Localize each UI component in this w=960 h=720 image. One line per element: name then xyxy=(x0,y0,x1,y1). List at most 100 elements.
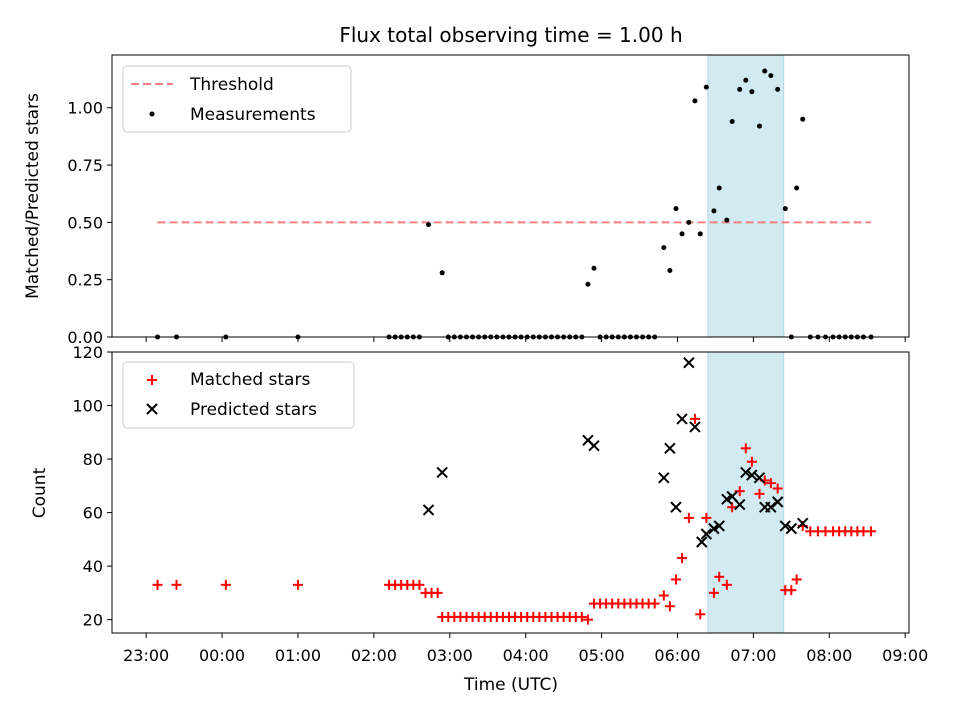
x-tick-label: 04:00 xyxy=(503,646,549,665)
measurement-point xyxy=(703,84,709,90)
matched-star-point xyxy=(740,443,751,454)
measurement-point xyxy=(724,217,730,223)
measurement-point xyxy=(711,208,717,214)
matched-star-point xyxy=(649,598,660,609)
measurement-point xyxy=(749,89,755,95)
matched-star-point xyxy=(171,579,182,590)
bottom-y-tick-label: 100 xyxy=(72,397,103,416)
measurement-point xyxy=(743,77,749,83)
measurement-point xyxy=(667,268,673,274)
bottom-shaded-span xyxy=(707,351,785,634)
bottom-y-axis: 20 40 60 80 100 120 xyxy=(72,343,112,630)
x-tick-label: 09:00 xyxy=(882,646,928,665)
bottom-y-tick-label: 80 xyxy=(83,450,103,469)
bottom-axes-frame xyxy=(111,351,910,634)
matched-star-point xyxy=(582,614,593,625)
x-tick-label: 00:00 xyxy=(199,646,245,665)
measurement-point xyxy=(426,222,432,228)
top-panel: 0.00 0.25 0.50 0.75 1.00 Matched/Predicted s… xyxy=(23,54,910,347)
x-tick-label: 08:00 xyxy=(806,646,852,665)
predicted-legend-label: Predicted stars xyxy=(190,400,317,420)
predicted-star-point xyxy=(588,439,600,452)
measurement-point xyxy=(439,270,445,276)
measurement-point xyxy=(775,86,781,92)
predicted-star-point xyxy=(696,536,708,548)
measurement-point xyxy=(794,185,800,191)
top-legend: Threshold Measurements xyxy=(122,65,352,133)
matched-star-point xyxy=(664,601,675,612)
bottom-panel: 20 40 60 80 100 120 23:00 00:00 01:00 02:00 03:00… xyxy=(30,343,928,695)
predicted-star-point xyxy=(779,520,791,532)
matched-star-point xyxy=(695,609,706,620)
predicted-star-point xyxy=(785,522,798,535)
matched-star-point xyxy=(677,553,688,564)
measurement-point xyxy=(585,281,591,287)
top-y-tick-label: 0.50 xyxy=(67,213,103,232)
measurements-legend-swatch xyxy=(149,111,155,117)
top-axes-frame xyxy=(111,54,910,338)
predicted-star-point xyxy=(422,504,435,516)
predicted-star-point xyxy=(765,501,777,513)
matched-star-point xyxy=(772,483,783,494)
chart-title: Flux total observing time = 1.00 h xyxy=(339,23,682,47)
measurement-point xyxy=(591,265,597,271)
measurement-point xyxy=(768,73,774,79)
predicted-star-point xyxy=(713,520,725,532)
count-points xyxy=(152,356,877,625)
matched-star-point xyxy=(746,456,757,467)
matched-star-point xyxy=(220,579,231,590)
matched-star-point xyxy=(292,579,303,590)
measurement-point xyxy=(782,206,788,212)
measurement-point xyxy=(661,245,667,251)
x-tick-label: 23:00 xyxy=(123,646,169,665)
predicted-star-point xyxy=(797,517,809,529)
predicted-star-point xyxy=(740,466,752,479)
predicted-star-point xyxy=(771,496,784,508)
measurement-point xyxy=(697,231,703,237)
top-shaded-span xyxy=(707,54,785,338)
x-tick-label: 05:00 xyxy=(579,646,625,665)
measurements-legend-label: Measurements xyxy=(190,105,316,125)
matched-star-point xyxy=(727,502,738,513)
measurement-point xyxy=(800,116,806,122)
x-tick-label: 01:00 xyxy=(275,646,321,665)
bottom-y-tick-label: 20 xyxy=(83,611,103,630)
matched-star-point xyxy=(414,579,425,590)
predicted-star-point xyxy=(676,413,688,425)
predicted-star-point xyxy=(746,469,758,481)
top-observing-window xyxy=(707,54,785,338)
matched-star-point xyxy=(721,579,732,590)
predicted-star-point xyxy=(658,472,670,484)
predicted-star-point xyxy=(700,528,713,540)
bottom-y-tick-label: 60 xyxy=(83,504,103,523)
matched-legend-label: Matched stars xyxy=(190,370,310,390)
x-tick-label: 07:00 xyxy=(730,646,776,665)
matched-star-point xyxy=(791,574,802,585)
bottom-y-axis-label: Count xyxy=(30,467,50,518)
predicted-star-point xyxy=(683,356,695,369)
x-tick-label: 03:00 xyxy=(427,646,473,665)
x-tick-label: 02:00 xyxy=(351,646,397,665)
top-y-tick-label: 0.25 xyxy=(67,271,103,290)
top-legend-box xyxy=(122,65,352,133)
matched-star-point xyxy=(432,587,443,598)
measurement-point xyxy=(729,118,735,124)
top-y-axis: 0.00 0.25 0.50 0.75 1.00 xyxy=(67,99,112,347)
measurement-point xyxy=(686,219,692,225)
matched-star-point xyxy=(714,571,725,582)
bottom-legend: Matched stars Predicted stars xyxy=(122,361,355,429)
predicted-star-point xyxy=(664,442,676,455)
measurement-point xyxy=(679,231,685,237)
predicted-star-point xyxy=(734,498,746,511)
matched-star-point xyxy=(576,611,587,622)
measurement-point xyxy=(692,98,698,104)
bottom-x-axis: 23:00 00:00 01:00 02:00 03:00 04:00 05:00 06:00… xyxy=(123,633,928,665)
bottom-legend-box xyxy=(122,361,355,429)
matched-star-point xyxy=(754,488,765,499)
measurement-point xyxy=(716,185,722,191)
predicted-star-point xyxy=(689,421,701,433)
measurement-point xyxy=(673,206,679,212)
top-y-tick-label: 0.75 xyxy=(67,156,103,175)
matched-star-point xyxy=(658,590,669,601)
